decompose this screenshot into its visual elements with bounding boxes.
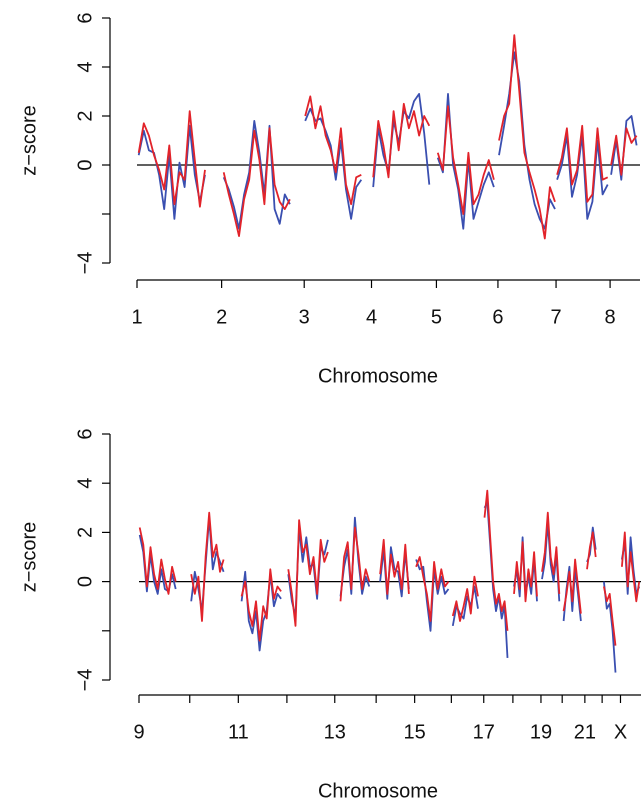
series-line bbox=[138, 489, 641, 646]
x-tick-label: 1 bbox=[131, 306, 142, 328]
y-tick-label: 2 bbox=[74, 527, 96, 538]
x-tick-label: 15 bbox=[404, 721, 426, 743]
y-tick-label: −4 bbox=[74, 252, 96, 275]
y-tick-label: 0 bbox=[74, 576, 96, 587]
series-line bbox=[137, 51, 638, 230]
y-tick-label: 0 bbox=[74, 159, 96, 170]
x-tick-label: 19 bbox=[530, 721, 552, 743]
y-tick-label: 4 bbox=[74, 61, 96, 72]
x-tick-label: 3 bbox=[299, 306, 310, 328]
x-tick-label: 2 bbox=[216, 306, 227, 328]
x-tick-label: 21 bbox=[574, 721, 596, 743]
x-tick-label: 13 bbox=[324, 721, 346, 743]
y-tick-label: 2 bbox=[74, 110, 96, 121]
x-tick-label: 8 bbox=[605, 306, 616, 328]
x-tick-label: 7 bbox=[550, 306, 561, 328]
y-tick-label: −4 bbox=[74, 669, 96, 692]
y-tick-label: 4 bbox=[74, 478, 96, 489]
x-tick-label: 17 bbox=[473, 721, 495, 743]
x-tick-label: 11 bbox=[228, 721, 249, 743]
x-tick-label: 5 bbox=[431, 306, 442, 328]
y-tick-label: 6 bbox=[74, 12, 96, 23]
x-tick-label: 4 bbox=[366, 306, 377, 328]
x-axis-label: Chromosome bbox=[318, 780, 438, 802]
y-axis-label: z−score bbox=[18, 105, 40, 176]
x-axis-label: Chromosome bbox=[318, 365, 438, 387]
y-tick-label: 6 bbox=[74, 428, 96, 439]
series-line bbox=[137, 34, 638, 240]
x-tick-label: X bbox=[614, 721, 627, 743]
x-tick-label: 9 bbox=[133, 721, 144, 743]
series-line bbox=[138, 502, 641, 673]
y-axis-label: z−score bbox=[18, 522, 40, 593]
x-tick-label: 6 bbox=[492, 306, 503, 328]
